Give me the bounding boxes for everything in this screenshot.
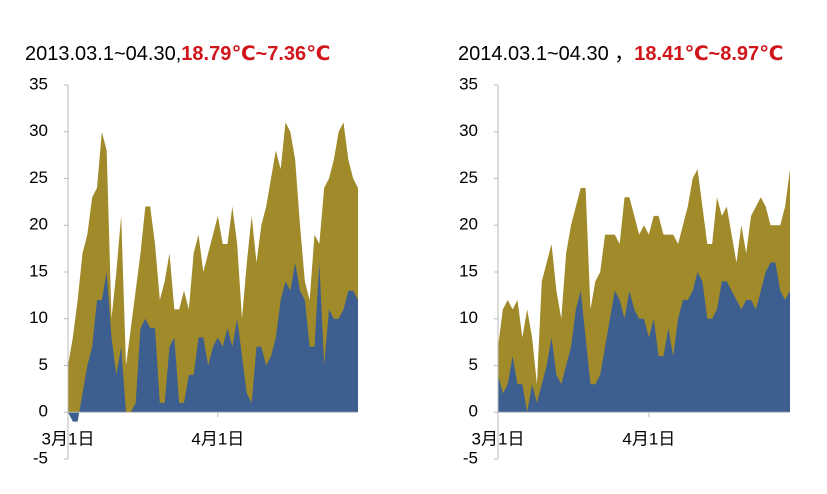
title-text: 2013.03.1~04.30, [25, 43, 181, 65]
chart-title: 2013.03.1~04.30,18.79℃~7.36℃ [25, 43, 330, 65]
area [68, 262, 358, 422]
y-tick-label: -5 [463, 448, 478, 467]
title-highlight: 18.41℃~8.97℃ [634, 43, 783, 65]
y-tick-label: 10 [459, 308, 478, 327]
chart: 2014.03.1~04.30 ，18.41℃~8.97℃ -5 0 5 10 15 20 2… [458, 43, 790, 467]
y-tick-label: 5 [469, 355, 478, 374]
y-tick-label: 20 [459, 215, 478, 234]
y-tick-label: 10 [29, 308, 48, 327]
y-tick-label: 30 [29, 121, 48, 140]
y-tick-label: 20 [29, 215, 48, 234]
title-text: 2014.03.1~04.30 ， [458, 43, 634, 65]
area [498, 262, 790, 413]
x-tick-label: 4月1日 [191, 430, 244, 449]
y-tick-label: 0 [469, 402, 478, 421]
y-tick-label: 25 [459, 168, 478, 187]
y-tick-label: 15 [29, 261, 48, 280]
x-tick-label: 4月1日 [622, 430, 675, 449]
y-tick-label: 35 [29, 74, 48, 93]
y-tick-label: 0 [39, 402, 48, 421]
x-tick-label: 3月1日 [472, 430, 525, 449]
y-tick-label: 15 [459, 261, 478, 280]
y-tick-label: 5 [39, 355, 48, 374]
chart: 2013.03.1~04.30,18.79℃~7.36℃ -5 0 5 10 15 20 25… [25, 43, 358, 467]
y-tick-label: 30 [459, 121, 478, 140]
title-highlight: 18.79℃~7.36℃ [181, 43, 330, 65]
y-tick-label: 25 [29, 168, 48, 187]
y-tick-label: -5 [33, 448, 48, 467]
x-tick-label: 3月1日 [42, 430, 95, 449]
y-tick-label: 35 [459, 74, 478, 93]
chart-title: 2014.03.1~04.30 ，18.41℃~8.97℃ [458, 43, 783, 65]
